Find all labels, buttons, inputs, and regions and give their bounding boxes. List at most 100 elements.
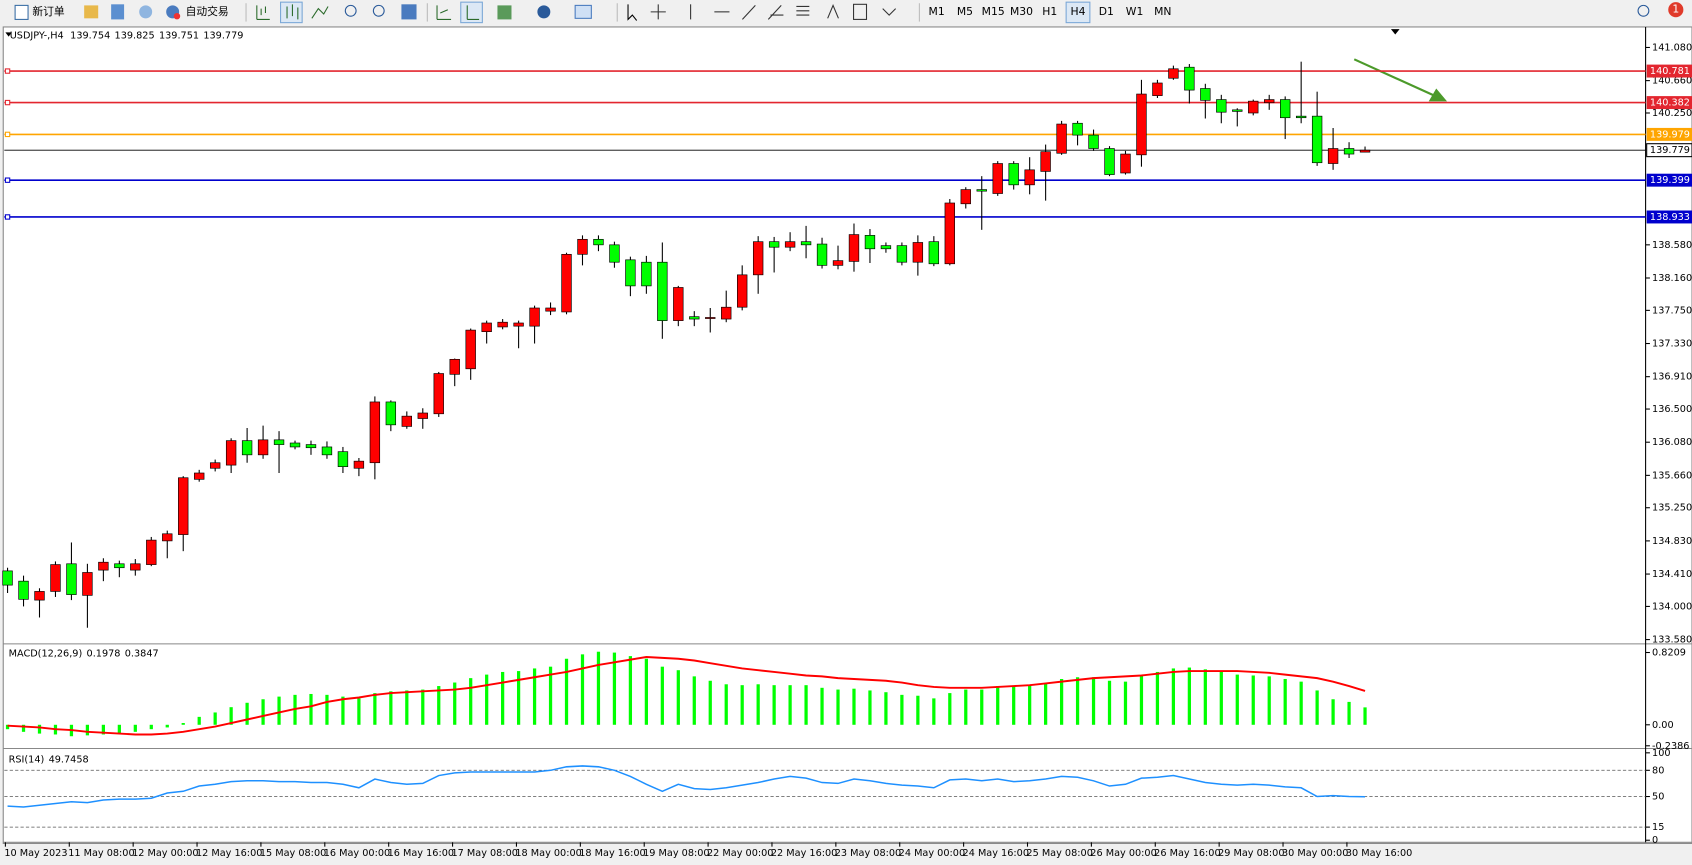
- candle-body: [1088, 134, 1099, 149]
- tool-icon[interactable]: [84, 5, 99, 19]
- zoom-out-tool[interactable]: [372, 4, 385, 17]
- timeframe-button[interactable]: M5: [957, 5, 973, 18]
- macd-bar: [1139, 675, 1144, 725]
- macd-bar: [1044, 683, 1048, 725]
- timeframe-button[interactable]: H1: [1042, 5, 1057, 18]
- search-button[interactable]: [1637, 4, 1650, 17]
- notification-badge[interactable]: [1668, 2, 1684, 18]
- macd-bar: [1251, 675, 1255, 725]
- autoscroll-tool[interactable]: [436, 5, 452, 20]
- candle-chart-tool[interactable]: [280, 1, 303, 24]
- candle-body: [353, 460, 365, 469]
- new-order-icon: [14, 4, 29, 20]
- x-tick-label: 23 May 08:00: [835, 848, 901, 859]
- arrow-head: [1428, 88, 1448, 102]
- candle-body: [848, 234, 860, 262]
- x-tick-label: 19 May 08:00: [643, 848, 709, 859]
- macd-bar: [197, 716, 201, 725]
- macd-bar: [1283, 679, 1287, 725]
- tool-icon[interactable]: [139, 5, 153, 19]
- tile-tool[interactable]: [401, 4, 417, 20]
- x-tick-label: 15 May 08:00: [260, 848, 326, 859]
- indicators-tool[interactable]: [497, 5, 512, 20]
- x-tick-label: 22 May 16:00: [771, 848, 837, 859]
- candle-body: [673, 287, 684, 321]
- periods-tool[interactable]: [537, 5, 551, 19]
- macd-header: MACD(12,26,9) 0.1978 0.3847: [9, 649, 159, 660]
- candle-body: [2, 570, 13, 586]
- candle-body: [992, 163, 1003, 194]
- timeframe-button[interactable]: W1: [1126, 5, 1144, 18]
- zoom-in-tool[interactable]: [344, 4, 357, 17]
- macd-bar: [101, 724, 105, 735]
- level-label-box: [1646, 64, 1692, 78]
- macd-bar: [1219, 671, 1223, 725]
- macd-bar: [900, 694, 904, 725]
- candle-body: [98, 561, 109, 571]
- candle-body: [178, 477, 189, 535]
- candle-body: [1168, 68, 1179, 79]
- candle-body: [194, 472, 205, 480]
- timeframe-button[interactable]: M1: [929, 5, 945, 18]
- macd-bar: [437, 686, 441, 725]
- candle-body: [1295, 115, 1307, 119]
- trendline-tool[interactable]: [742, 5, 756, 20]
- macd-bar: [692, 676, 696, 725]
- level-label-box: [1646, 127, 1692, 141]
- candle-body: [928, 241, 940, 265]
- level-label: 139.399: [1650, 175, 1690, 186]
- timeframe-button[interactable]: M30: [1010, 5, 1033, 18]
- timeframe-button[interactable]: D1: [1099, 5, 1114, 18]
- macd-bar: [820, 687, 824, 725]
- templates-tool[interactable]: [574, 4, 592, 19]
- candle-body: [18, 580, 29, 600]
- level-anchor: [4, 177, 11, 183]
- macd-bar: [389, 691, 393, 725]
- candle-body: [449, 358, 460, 375]
- bar-chart-tool[interactable]: [256, 5, 270, 20]
- open-value: 139.754: [70, 31, 110, 42]
- cursor-tool[interactable]: [627, 4, 638, 21]
- timeframe-button[interactable]: M15: [982, 5, 1005, 18]
- line-chart-tool[interactable]: [311, 6, 329, 19]
- y-tick-label: 138.580: [1652, 240, 1692, 251]
- candle-body: [513, 322, 524, 327]
- candle-body: [257, 439, 269, 456]
- arrows-tool[interactable]: [882, 8, 897, 16]
- candle-body: [385, 401, 397, 426]
- x-tick-label: 29 May 08:00: [1218, 848, 1284, 859]
- candle-body: [50, 564, 61, 592]
- new-order-button[interactable]: 新订单: [14, 4, 65, 20]
- auto-trading-button[interactable]: 自动交易: [166, 5, 229, 20]
- y-tick-label: 136.500: [1652, 404, 1692, 415]
- macd-bar: [884, 692, 888, 725]
- macd-bar: [596, 651, 601, 725]
- channel-tool[interactable]: [767, 5, 784, 20]
- tool-icon[interactable]: [111, 4, 125, 20]
- x-tick-label: 12 May 00:00: [132, 848, 198, 859]
- crosshair-tool[interactable]: [650, 4, 666, 20]
- candle-body: [1264, 99, 1275, 104]
- x-tick-label: 17 May 08:00: [451, 848, 517, 859]
- timeframe-button[interactable]: MN: [1154, 5, 1171, 18]
- level-anchor: [4, 214, 11, 220]
- level-label: 140.382: [1650, 98, 1690, 109]
- macd-bar: [21, 724, 26, 732]
- macd-hist-value: 0.1978: [87, 649, 121, 660]
- main-header: USDJPY-,H4 139.754 139.825 139.751 139.779: [10, 31, 244, 42]
- candle-body: [529, 307, 540, 327]
- candle-body: [114, 563, 125, 569]
- chart-shift-tool[interactable]: [460, 1, 483, 24]
- y-tick-label: 50: [1652, 792, 1664, 803]
- timeframe-button[interactable]: H4: [1071, 5, 1086, 18]
- candle-body: [784, 241, 796, 248]
- timeframe-bar: M1 M5 M15 M30 H1 H4 D1 W1 MN: [929, 1, 1171, 24]
- label-tool[interactable]: [853, 3, 868, 20]
- text-tool[interactable]: [827, 3, 839, 19]
- fibonacci-tool[interactable]: [796, 5, 810, 16]
- notification-count: 1: [1672, 3, 1679, 16]
- macd-bar: [836, 689, 840, 725]
- macd-bar: [708, 680, 712, 725]
- macd-bar: [644, 658, 648, 725]
- macd-bar: [1363, 707, 1367, 725]
